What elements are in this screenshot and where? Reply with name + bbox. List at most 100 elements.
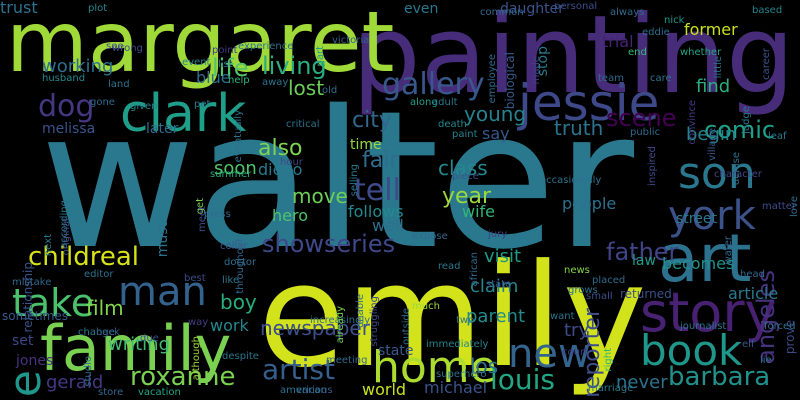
word-father: father (606, 238, 679, 266)
word-writing: writing (108, 334, 171, 355)
word-son: son (678, 148, 756, 199)
word-jessie: jessie (518, 74, 660, 132)
word-piece: piece (452, 171, 479, 182)
word-expose: expose (412, 231, 448, 242)
word-although: although (191, 336, 202, 381)
word-made: made (531, 56, 542, 85)
word-love: love (789, 196, 800, 217)
word-trust: trust (0, 0, 38, 17)
word-inspired: inspired (647, 146, 658, 186)
word-soon: soon (214, 158, 257, 179)
word-old: old (322, 85, 338, 96)
word-next: next (43, 234, 54, 257)
word-state: state (378, 343, 414, 359)
word-take: take (12, 281, 95, 325)
word-new: new (508, 331, 591, 377)
word-death: death (438, 119, 467, 130)
word-home: home (372, 342, 497, 393)
word-find: find (696, 76, 731, 97)
word-claim: claim (470, 276, 519, 297)
word-paint: paint (452, 129, 478, 140)
word-eventually: eventually (233, 110, 244, 163)
word-eddie: eddie (642, 27, 670, 38)
word-returned: returned (620, 287, 672, 301)
word-lost: lost (288, 76, 325, 100)
word-work: work (210, 316, 249, 335)
word-despite: despite (222, 351, 259, 362)
word-news: news (564, 265, 590, 276)
word-convince: convince (687, 100, 698, 145)
word-forced: forced (764, 321, 796, 332)
word-store: store (98, 387, 124, 398)
word-due: due (140, 333, 159, 344)
word-meet: meet (197, 206, 208, 232)
word-small: small (586, 291, 613, 302)
word-common: common (480, 7, 524, 18)
word-city: city (352, 108, 392, 133)
word-emily: emily (258, 234, 647, 399)
word-class: class (438, 156, 488, 180)
word-artist: artist (262, 353, 335, 386)
word-christine: christine (0, 370, 51, 400)
word-comic: comic (704, 116, 776, 144)
word-water: water (723, 236, 734, 265)
word-list: list (218, 59, 233, 70)
word-wife: wife (462, 202, 496, 221)
word-time: time (350, 137, 382, 153)
word-already: already (335, 306, 346, 344)
word-care: care (650, 73, 672, 84)
word-original: original (61, 218, 72, 256)
word-much: much (412, 301, 440, 312)
word-career: career (761, 48, 772, 80)
word-clark: clark (120, 84, 247, 144)
word-later: later (146, 121, 179, 137)
word-mistake: mistake (12, 277, 52, 288)
word-away: away (262, 77, 289, 88)
word-team: team (598, 73, 624, 84)
word-york: york (668, 193, 756, 239)
word-street: street (676, 211, 717, 227)
word-village: village (707, 128, 718, 161)
word-showseries: showseries (262, 230, 396, 258)
word-help: help (228, 75, 250, 86)
word-selling: selling (349, 164, 360, 197)
word-right: right (603, 348, 614, 372)
word-summer: summer (210, 169, 252, 180)
word-point: point (212, 45, 238, 56)
word-two: two (456, 315, 475, 326)
word-studio: studio (83, 356, 94, 387)
word-meeting: meeting (326, 355, 368, 366)
word-must: must (155, 222, 171, 258)
word-even: even (404, 1, 439, 17)
word-change: change (78, 327, 115, 338)
word-character: character (714, 169, 762, 180)
word-article: article (728, 284, 779, 303)
word-want: want (550, 311, 575, 322)
word-employee: employee (487, 54, 498, 104)
word-plot: plot (88, 3, 108, 14)
word-based: based (752, 5, 783, 16)
word-superhero: superhero (436, 369, 487, 380)
word-childreal: childreal (28, 242, 139, 272)
word-michael: michael (424, 378, 488, 397)
word-walter: walter (40, 70, 635, 291)
word-year: year (442, 184, 492, 209)
word-young: young (464, 102, 527, 126)
word-gallery: gallery (382, 67, 485, 102)
word-hero: hero (272, 206, 308, 225)
word-film: film (86, 296, 124, 320)
word-like: like (222, 275, 240, 286)
word-nick: nick (664, 15, 685, 26)
word-various: various (296, 385, 333, 396)
word-boy: boy (220, 290, 257, 314)
word-elf: elf (742, 339, 755, 350)
word-increasingly: increasingly (310, 315, 371, 326)
word-blue: blue (196, 68, 231, 87)
word-set: set (12, 333, 34, 349)
word-lie: lie (760, 355, 772, 366)
word-art: art (658, 220, 752, 297)
word-world: world (362, 380, 407, 399)
word-truth: truth (554, 116, 604, 140)
word-best: best (184, 273, 206, 284)
word-newspaper: newspaper (260, 316, 370, 340)
